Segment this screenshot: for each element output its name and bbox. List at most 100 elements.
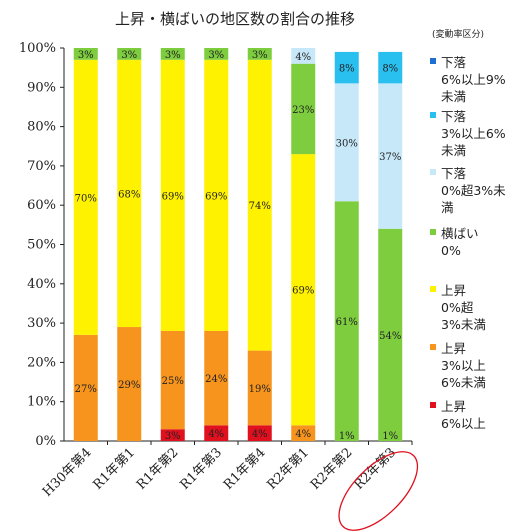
legend-label: 6%以上9% [441,72,506,87]
legend-label: 6%以上 [441,416,486,431]
data-label: 4% [208,429,224,440]
y-tick-label: 40% [27,277,56,292]
bar-segment [247,350,272,426]
data-label: 1% [339,431,355,442]
data-label: 19% [249,384,271,395]
legend-swatch [430,58,436,64]
y-tick-label: 70% [27,159,56,174]
bar-segment [378,83,403,229]
unit-note: (変動率区分) [432,28,484,40]
data-label: 69% [162,191,184,202]
legend-label: 横ばい [441,226,479,241]
y-tick-label: 10% [27,395,56,410]
legend: 下落6%以上9%未満下落3%以上6%未満下落0%超3%未満横ばい0%上昇0%超3… [430,55,506,431]
y-tick-label: 0% [35,434,56,449]
data-label: 3% [252,50,268,61]
legend-swatch [430,286,436,292]
bar-segment [160,59,185,331]
bar-segment [73,59,98,335]
data-label: 3% [165,431,181,442]
y-tick-label: 80% [27,120,56,135]
y-tick-label: 20% [27,355,56,370]
bar-segment [334,51,359,84]
bar-segment [291,154,316,426]
bar-segment [247,59,272,351]
data-label: 1% [382,431,398,442]
x-tick-label: R1年第3 [177,445,225,493]
legend-label: 下落 [441,109,467,124]
legend-label: 3%以上6% [441,126,506,141]
bar-segment [117,327,142,441]
bar-segment [160,429,185,441]
data-label: 3% [121,50,137,61]
bar-segment [291,425,316,441]
data-label: 74% [249,201,271,212]
plot-area: 0% 10% 20% 30% 40% 50% 60% 70% 80% 90% 100% 27% 70% 3… [19,41,419,531]
bar-segment [291,48,316,64]
data-label: 8% [339,64,355,75]
bar-segment [204,425,229,441]
y-tick-label: 50% [27,238,56,253]
bar-segment [334,201,359,441]
legend-label: 0%超 [441,300,474,315]
highlight-circle [338,451,419,531]
legend-label: 満 [441,200,454,215]
data-label: 3% [78,50,94,61]
bar-segment [73,48,98,60]
y-tick-label: 90% [27,80,56,95]
bar-segment [117,59,142,328]
legend-label: 下落 [441,166,467,181]
legend-label: 未満 [441,143,466,158]
bar-segment [204,330,229,426]
bar-segment [291,63,316,155]
chart-title: 上昇・横ばいの地区数の割合の推移 [115,10,355,28]
y-tick-label: 30% [27,316,56,331]
legend-label: 6%未満 [441,375,486,390]
legend-label: 3%未満 [441,317,486,332]
legend-swatch [430,402,436,408]
bar-segment [204,48,229,60]
data-label: 30% [336,138,358,149]
legend-label: 上昇 [441,399,466,414]
x-tick-label: R1年第4 [221,445,269,493]
data-label: 3% [208,50,224,61]
data-label: 54% [379,331,401,342]
y-tick-label: 60% [27,198,56,213]
data-label: 69% [205,191,227,202]
data-label: 25% [162,376,184,387]
bar-segment [247,48,272,60]
bar-segment [334,83,359,202]
legend-label: 上昇 [441,283,466,298]
data-label: 68% [118,189,140,200]
y-tick-label: 100% [19,41,56,56]
bar-segment [160,48,185,60]
x-tick-label: H30年第4 [40,445,95,500]
bar-segment [117,48,142,60]
bar-segment [378,51,403,84]
legend-label: 未満 [441,89,466,104]
data-label: 29% [118,380,140,391]
x-tick-label: R2年第1 [264,445,312,493]
bar-segment [247,425,272,441]
data-label: 8% [382,64,398,75]
data-label: 24% [205,374,227,385]
data-label: 4% [295,52,311,63]
legend-swatch [430,169,436,175]
x-tick-label: R2年第2 [308,445,356,493]
bar-segment [73,334,98,441]
legend-label: 3%以上 [441,358,486,373]
x-tick-label: R1年第1 [90,445,138,493]
legend-swatch [430,112,436,118]
legend-label: 下落 [441,55,467,70]
data-label: 70% [75,193,97,204]
bar-segment [160,330,185,430]
data-label: 4% [252,429,268,440]
data-label: 27% [75,384,97,395]
legend-label: 0% [441,243,461,258]
data-label: 69% [292,286,314,297]
data-label: 4% [295,429,311,440]
data-label: 23% [292,105,314,116]
data-label: 37% [379,152,401,163]
legend-swatch [430,344,436,350]
